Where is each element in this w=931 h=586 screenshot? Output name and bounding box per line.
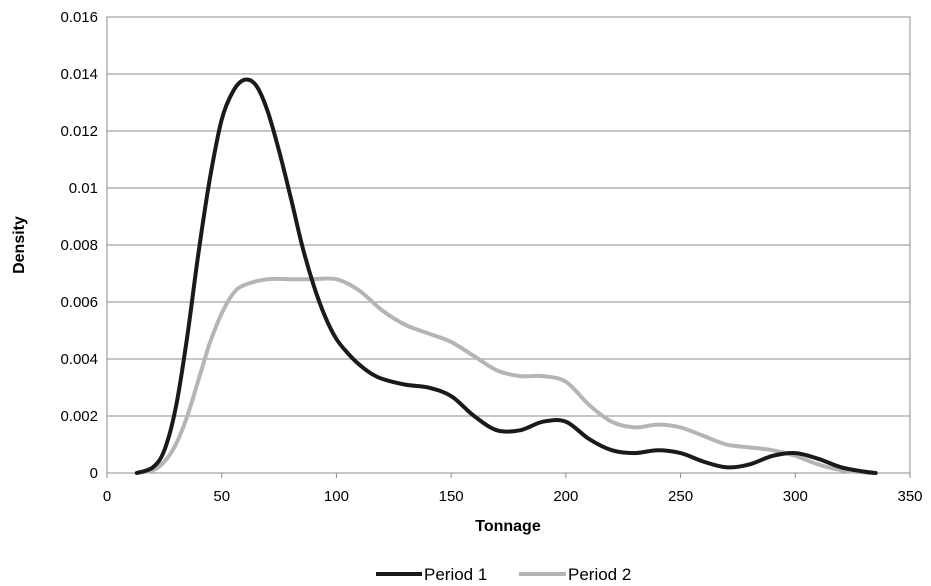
x-tick-label: 150 xyxy=(439,488,464,505)
x-axis-title: Tonnage xyxy=(475,518,541,535)
y-tick-label: 0.012 xyxy=(60,123,98,140)
y-tick-label: 0.014 xyxy=(60,66,98,83)
x-tick-label: 100 xyxy=(324,488,349,505)
y-tick-label: 0.01 xyxy=(69,180,98,197)
x-tick-label: 200 xyxy=(553,488,578,505)
x-tick-label: 0 xyxy=(103,488,111,505)
legend: Period 1 Period 2 xyxy=(376,565,631,584)
plot-frame xyxy=(106,16,911,474)
gridlines xyxy=(106,16,911,478)
y-tick-label: 0.004 xyxy=(60,351,98,368)
y-tick-label: 0.008 xyxy=(60,237,98,254)
y-axis-title: Density xyxy=(11,216,28,274)
series-lines xyxy=(134,77,878,475)
y-tick-label: 0 xyxy=(90,465,98,482)
x-tick-label: 350 xyxy=(897,488,922,505)
series-line-period-1 xyxy=(134,77,878,475)
x-tick-label: 300 xyxy=(783,488,808,505)
legend-label-period-2: Period 2 xyxy=(568,565,631,584)
x-tick-label: 50 xyxy=(213,488,230,505)
series-line-period-2 xyxy=(134,276,878,475)
x-tick-label: 250 xyxy=(668,488,693,505)
y-tick-label: 0.006 xyxy=(60,294,98,311)
y-tick-label: 0.016 xyxy=(60,9,98,26)
legend-label-period-1: Period 1 xyxy=(424,565,487,584)
x-tick-labels: 0 50 100 150 200 250 300 350 xyxy=(103,488,923,505)
y-tick-label: 0.002 xyxy=(60,408,98,425)
y-tick-labels: 0 0.002 0.004 0.006 0.008 0.01 0.012 0.014 0.016 xyxy=(60,9,98,482)
